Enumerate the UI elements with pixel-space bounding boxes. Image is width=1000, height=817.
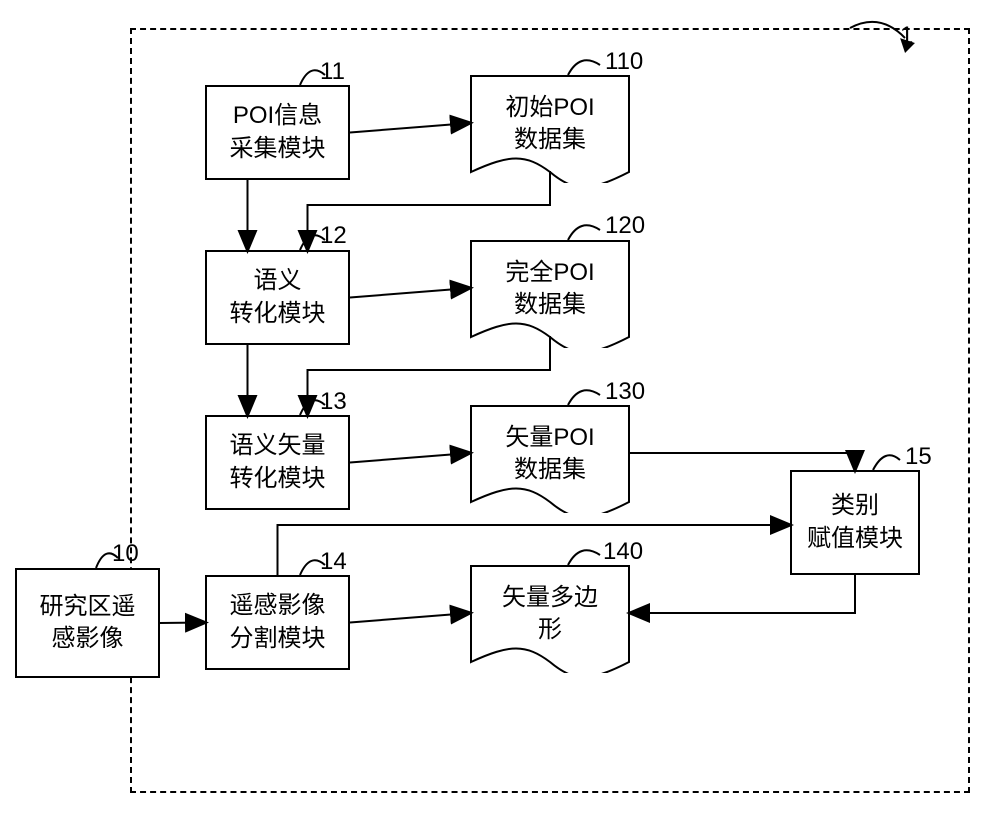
connector-arrows xyxy=(0,0,1000,817)
diagram-canvas: 研究区遥感影像POI信息采集模块语义转化模块语义矢量转化模块遥感影像分割模块类别… xyxy=(0,0,1000,817)
